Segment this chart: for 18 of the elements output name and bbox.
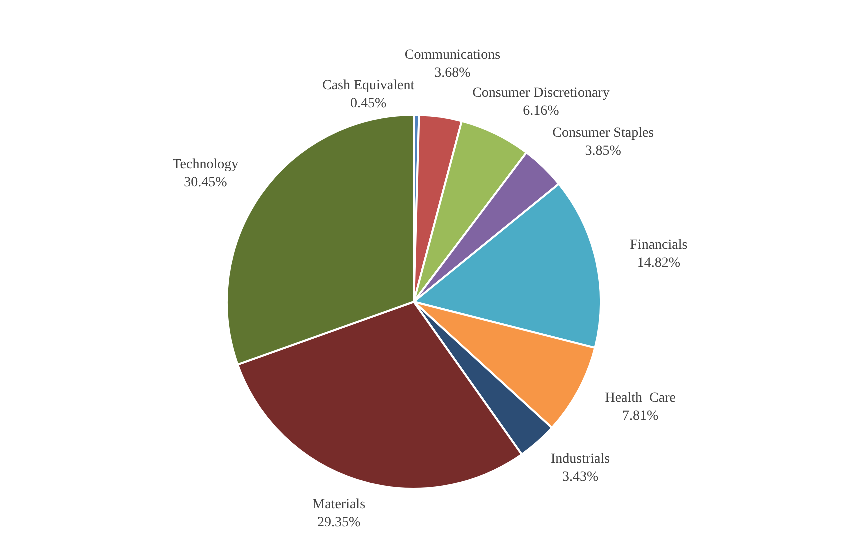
slice-label: Financials (630, 238, 688, 253)
slice-label: Consumer Discretionary (472, 86, 610, 102)
data-label: 29.35% (318, 515, 361, 530)
data-label: 7.81% (622, 408, 659, 424)
data-label: 3.68% (434, 66, 472, 82)
data-label: 0.45% (350, 96, 387, 112)
slice-label: Consumer Staples (552, 126, 654, 141)
data-label: 3.85% (585, 144, 622, 159)
data-label: 6.16% (523, 104, 560, 120)
slice-label: Cash Equivalent (322, 78, 415, 94)
slice-label: Technology (172, 158, 239, 173)
data-label: 3.43% (562, 470, 599, 486)
slice-label: Health Care (605, 390, 676, 406)
slice-label: Communications (404, 48, 501, 64)
data-label: 30.45% (184, 176, 228, 191)
data-label: 14.82% (637, 256, 681, 271)
slice-label: Materials (312, 497, 366, 512)
slice-label: Industrials (550, 452, 610, 468)
